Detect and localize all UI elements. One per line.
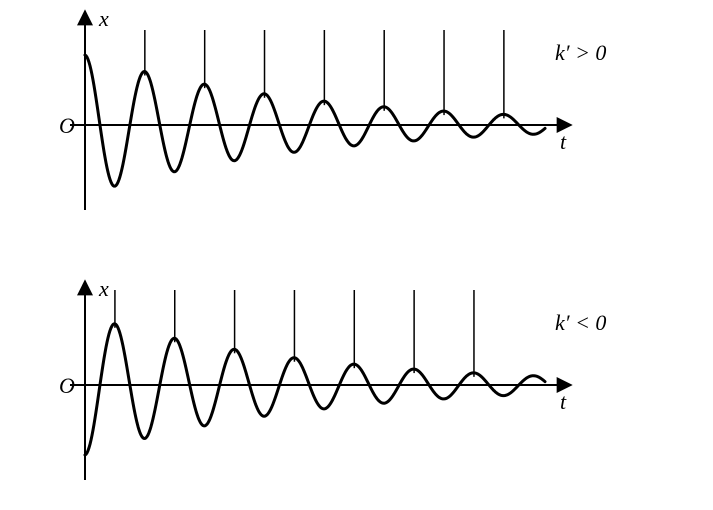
condition-label: k′ < 0 — [555, 310, 606, 335]
wave-curve — [85, 324, 545, 455]
y-axis-label: x — [98, 276, 109, 301]
wave-curve — [85, 55, 545, 186]
x-axis-label: t — [560, 129, 567, 154]
panel-top: x t Ok′ > 0 — [59, 6, 606, 210]
x-axis-label: t — [560, 389, 567, 414]
panel-bottom: x t Ok′ < 0 — [59, 276, 606, 480]
origin-label: O — [59, 373, 75, 398]
y-axis-label: x — [98, 6, 109, 31]
figure-svg: x t Ok′ > 0 x t Ok′ < 0 — [0, 0, 713, 510]
condition-label: k′ > 0 — [555, 40, 606, 65]
origin-label: O — [59, 113, 75, 138]
